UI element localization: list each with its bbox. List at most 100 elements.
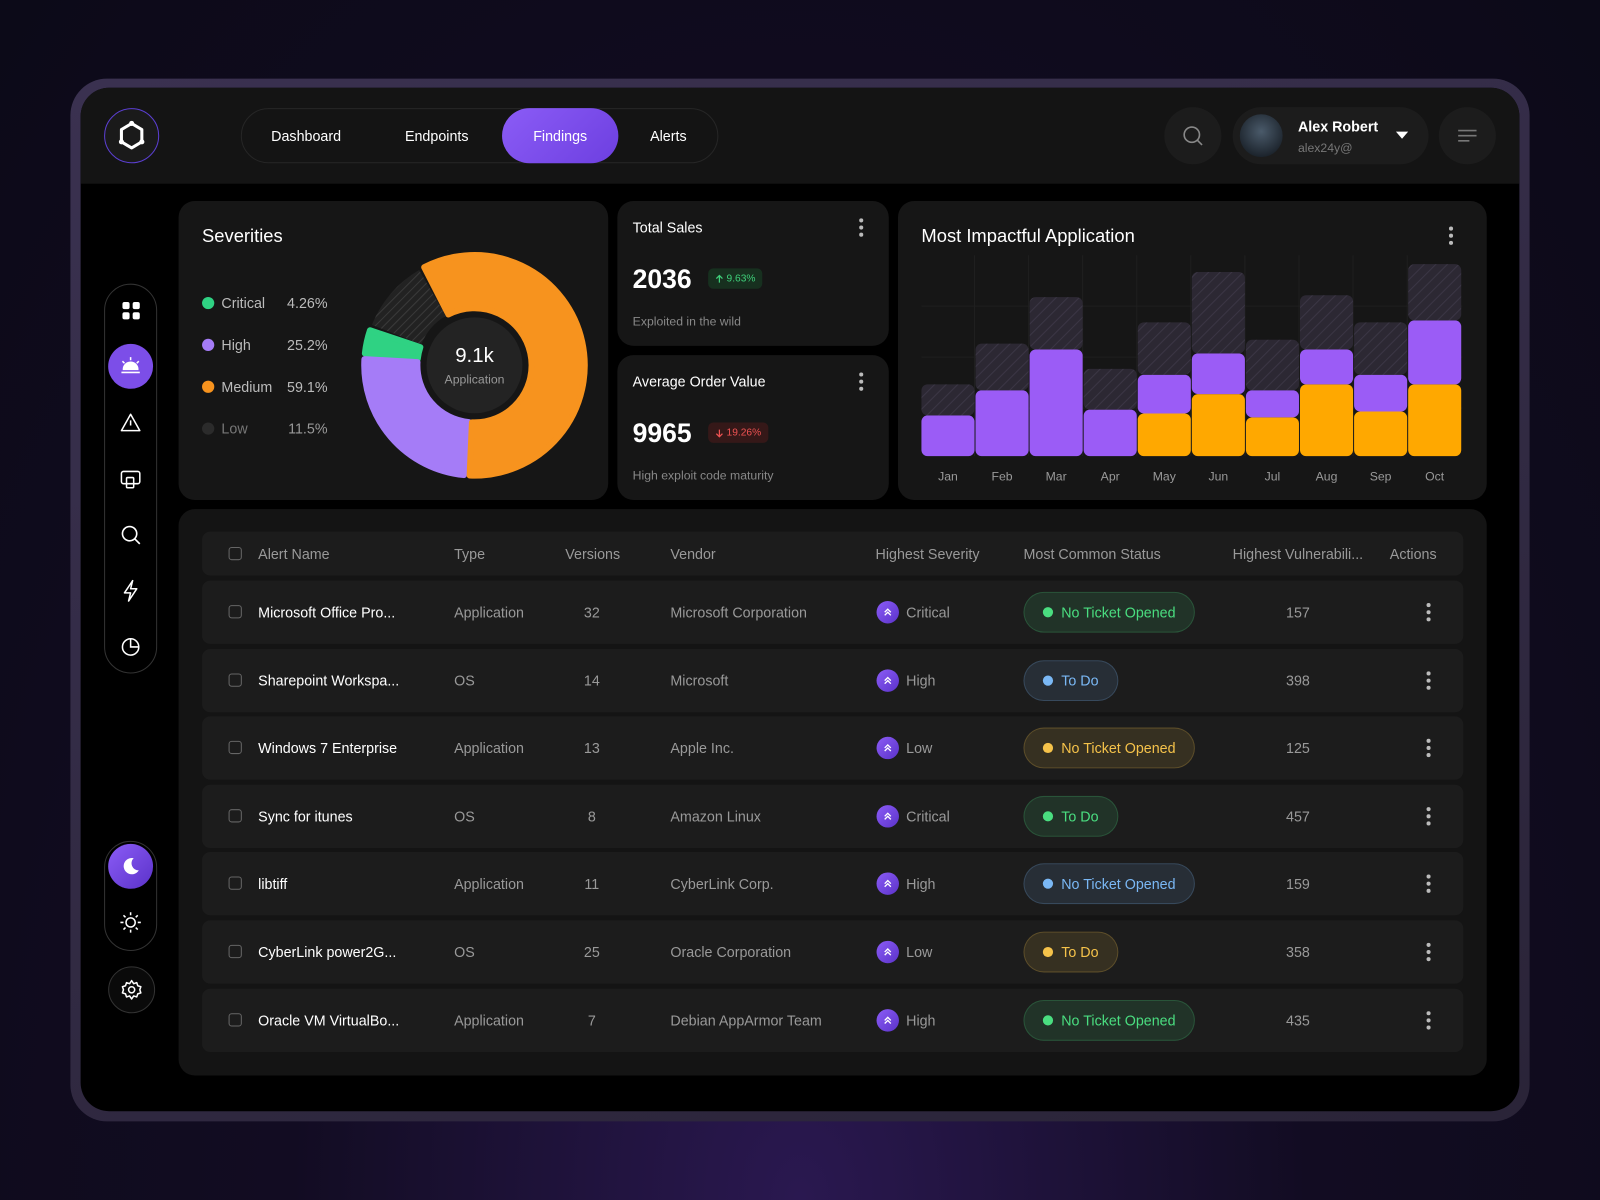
checkbox[interactable] <box>228 944 242 959</box>
bar-segment <box>1245 390 1299 418</box>
column-header: Most Common Status <box>1023 545 1161 562</box>
alert-icon[interactable] <box>120 413 141 432</box>
checkbox[interactable] <box>228 546 242 561</box>
vulnerability: 157 <box>1286 604 1310 621</box>
severity-icon <box>876 736 899 760</box>
status-cell: To Do <box>1023 920 1118 983</box>
table-header: Alert Name Type Versions Vendor Highest Seve… <box>202 531 1464 576</box>
bar-segment <box>1137 374 1191 414</box>
table-row: Oracle VM VirtualBo... Application 7 Debian… <box>202 988 1464 1052</box>
legend-dot <box>202 422 215 435</box>
theme-switch <box>104 840 158 952</box>
status-pill: To Do <box>1023 931 1118 973</box>
status-text: No Ticket Opened <box>1061 875 1176 893</box>
status-cell: No Ticket Opened <box>1023 852 1195 915</box>
stat-value: 2036 <box>632 263 692 294</box>
dashboard-icon[interactable] <box>122 302 140 320</box>
endpoints-icon[interactable] <box>120 470 141 489</box>
user-email: alex24y@ <box>1297 140 1353 156</box>
findings-icon <box>121 357 140 374</box>
chevron-icon <box>884 676 892 684</box>
type: Application <box>454 604 524 621</box>
row-actions[interactable] <box>1426 874 1431 896</box>
bar-segment <box>1408 384 1462 457</box>
checkbox[interactable] <box>228 673 242 687</box>
bolt-icon[interactable] <box>123 579 138 602</box>
card-menu[interactable] <box>859 218 864 239</box>
bar-segment <box>1299 295 1354 350</box>
logo-icon <box>118 120 145 150</box>
alert-name: Sharepoint Workspa... <box>258 672 400 689</box>
checkbox[interactable] <box>228 876 242 891</box>
vulnerability: 159 <box>1286 875 1310 893</box>
severity-icon <box>876 668 899 692</box>
change-arrow <box>715 274 723 283</box>
legend-label: Critical <box>221 294 266 312</box>
status-text: No Ticket Opened <box>1061 1011 1176 1029</box>
column-header: Versions <box>565 545 621 562</box>
severity: High <box>906 1011 936 1029</box>
card-note: Exploited in the wild <box>632 314 741 329</box>
card-title: Total Sales <box>632 219 703 236</box>
row-actions[interactable] <box>1426 806 1431 828</box>
versions: 13 <box>583 739 600 757</box>
alert-name: CyberLink power2G... <box>258 943 397 961</box>
versions: 32 <box>583 604 600 621</box>
legend-value: 4.26% <box>287 294 328 312</box>
status-dot <box>1042 878 1054 890</box>
alert-name: Sync for itunes <box>258 807 353 825</box>
status-pill: No Ticket Opened <box>1023 591 1195 633</box>
avatar <box>1239 114 1283 158</box>
row-actions[interactable] <box>1426 603 1431 624</box>
checkbox[interactable] <box>228 808 242 823</box>
moon-icon <box>123 857 139 875</box>
table-row: Sharepoint Workspa... OS 14 Microsoft High To… <box>202 648 1464 712</box>
checkbox[interactable] <box>228 1012 242 1027</box>
chevron-icon <box>884 608 892 616</box>
x-tick-label: Aug <box>1316 470 1338 484</box>
nav-item-active[interactable]: Findings <box>502 108 619 164</box>
card-menu[interactable] <box>859 372 864 393</box>
row-actions[interactable] <box>1426 738 1431 760</box>
checkbox[interactable] <box>228 741 242 755</box>
severity: Low <box>906 943 933 961</box>
checkbox[interactable] <box>228 605 242 619</box>
search-nav-icon[interactable] <box>121 525 141 545</box>
card-menu[interactable] <box>1448 226 1454 248</box>
status-pill: No Ticket Opened <box>1023 727 1195 769</box>
card-title: Average Order Value <box>632 373 766 390</box>
row-actions[interactable] <box>1426 942 1431 964</box>
light-mode-button[interactable] <box>118 910 142 934</box>
status-text: To Do <box>1061 807 1099 825</box>
dark-mode-button[interactable] <box>108 843 154 889</box>
bar-chart: Jan Feb Mar Apr May Jun Jul Aug Sep Oct <box>921 255 1463 484</box>
nav-item[interactable]: Endpoints <box>404 127 469 144</box>
search-button[interactable] <box>1164 107 1222 165</box>
bar-segment <box>1029 349 1083 457</box>
center-value: 9.1k <box>455 344 494 367</box>
severity: High <box>906 875 936 893</box>
type: OS <box>454 943 475 961</box>
status-text: No Ticket Opened <box>1061 739 1176 757</box>
bar-segment <box>1354 411 1408 457</box>
legend-label: Medium <box>221 378 273 395</box>
nav-item[interactable]: Alerts <box>650 127 687 144</box>
bar-segment <box>1137 413 1191 457</box>
chart-icon[interactable] <box>121 638 140 656</box>
legend-value: 59.1% <box>287 378 328 395</box>
row-actions[interactable] <box>1426 1010 1431 1032</box>
type: Application <box>454 875 524 893</box>
bar-segment <box>921 415 975 457</box>
donut-segment <box>371 269 446 345</box>
center-label: Application <box>444 371 505 387</box>
menu-button[interactable] <box>1438 107 1496 165</box>
logo[interactable] <box>104 108 160 164</box>
versions: 11 <box>584 875 600 893</box>
row-actions[interactable] <box>1426 671 1431 692</box>
x-tick-label: Oct <box>1425 470 1445 484</box>
settings-button[interactable] <box>108 966 156 1014</box>
change-value: 19.26% <box>726 427 762 439</box>
chevron-icon <box>884 744 892 752</box>
nav-item[interactable]: Dashboard <box>271 127 342 144</box>
